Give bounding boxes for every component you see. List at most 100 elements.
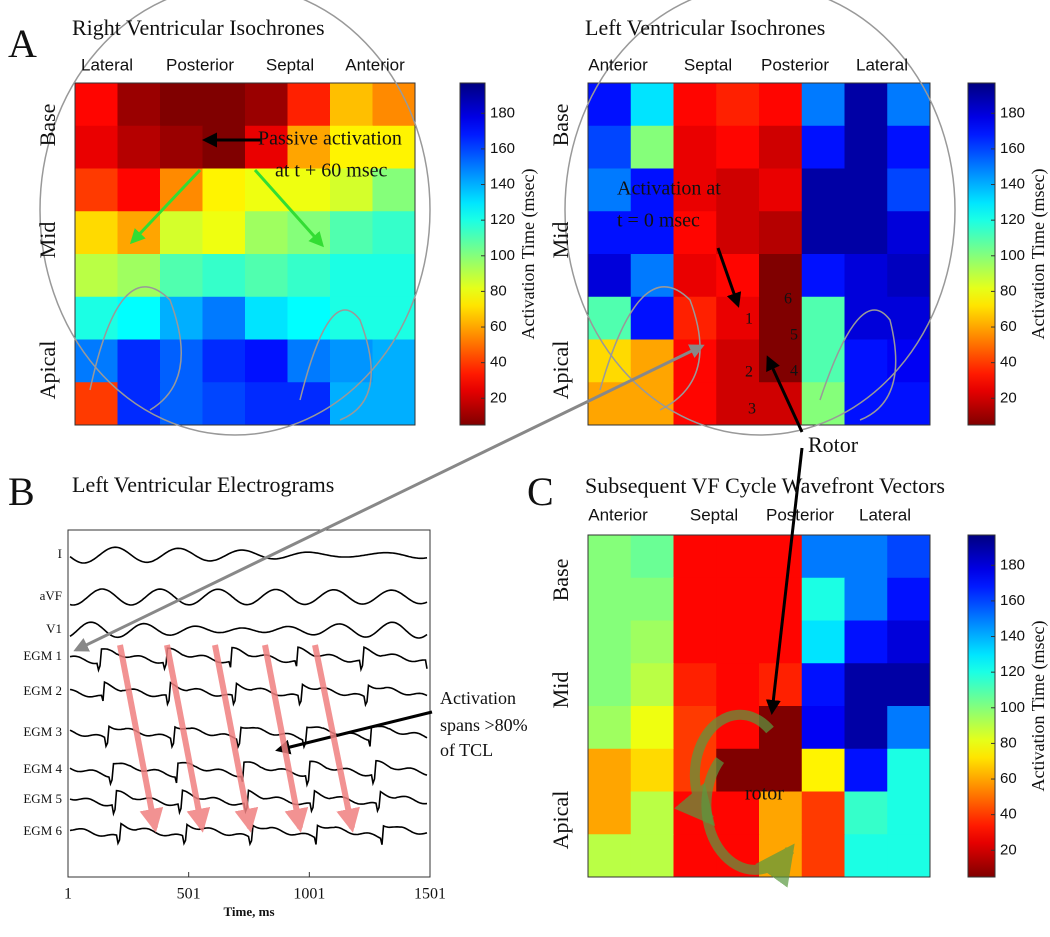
map-cell — [801, 254, 845, 298]
arrow — [262, 644, 309, 833]
map-cell — [160, 382, 203, 426]
map-cell — [673, 254, 717, 298]
lead-label: EGM 1 — [23, 648, 62, 663]
pink-arrows — [117, 644, 360, 833]
region-label: Anterior — [588, 505, 648, 524]
map-cell — [245, 168, 288, 212]
map-cell — [75, 211, 118, 255]
map-cell — [673, 125, 717, 169]
map-cell — [245, 254, 288, 298]
map-cell — [630, 211, 674, 255]
map-cell — [372, 168, 416, 212]
level-label: Apical — [548, 341, 573, 400]
map-cell — [887, 382, 931, 426]
colorbar-tick-label: 180 — [490, 104, 515, 121]
map-cell — [844, 125, 888, 169]
arrow — [275, 710, 433, 755]
annotation: Activation — [440, 688, 516, 708]
map-cell — [716, 663, 760, 707]
map-cell — [759, 211, 803, 255]
level-label: Base — [35, 104, 60, 147]
map-cell — [588, 382, 632, 426]
map-cell — [716, 382, 760, 426]
map-cell — [673, 168, 717, 212]
map-cell — [75, 168, 118, 212]
map-cell — [801, 211, 845, 255]
arrow — [766, 355, 804, 433]
annotation: 6 — [784, 291, 792, 308]
map-cell — [330, 254, 373, 298]
map-cell — [372, 211, 416, 255]
map-cell — [372, 254, 416, 298]
map-cell — [630, 748, 674, 792]
map-cell — [372, 296, 416, 340]
map-frame — [587, 82, 931, 426]
map-cell — [588, 748, 632, 792]
lead-label: EGM 2 — [23, 683, 62, 698]
map-cell — [887, 620, 931, 664]
map-cell — [630, 663, 674, 707]
map-cell — [588, 254, 632, 298]
map-cell — [588, 706, 632, 750]
map-cell — [887, 834, 931, 878]
x-tick-label: 1001 — [293, 886, 325, 903]
annotation: 2 — [745, 364, 753, 381]
map-cell — [801, 791, 845, 835]
map-cell — [630, 382, 674, 426]
map-cell — [202, 296, 246, 340]
level-label: Mid — [548, 672, 573, 709]
map-cell — [245, 382, 288, 426]
colorbar — [459, 82, 486, 426]
level-label: Apical — [548, 791, 573, 850]
map-cell — [716, 748, 760, 792]
map-cell — [759, 535, 803, 579]
map-cell — [844, 168, 888, 212]
region-label: Septal — [684, 55, 732, 74]
colorbar-tick-label: 80 — [1000, 282, 1017, 299]
arrow — [164, 644, 211, 833]
map-cell — [372, 125, 416, 169]
colorbar-tick-label: 100 — [1000, 247, 1025, 264]
map-cell — [844, 748, 888, 792]
map-cell — [759, 791, 803, 835]
region-label: Anterior — [345, 55, 405, 74]
lead-label: EGM 6 — [23, 823, 62, 838]
map-cell — [673, 382, 717, 426]
map-cell — [673, 83, 717, 127]
map-cell — [160, 254, 203, 298]
colorbar-tick-label: 80 — [490, 282, 507, 299]
map-cell — [588, 168, 632, 212]
trace — [69, 759, 428, 788]
map-cell — [630, 834, 674, 878]
x-tick-label: 1501 — [414, 886, 446, 903]
arrow — [312, 644, 360, 833]
level-label: Base — [548, 104, 573, 147]
colorbar-tick-label: 140 — [490, 176, 515, 193]
map-cell — [330, 168, 373, 212]
map-cell — [716, 577, 760, 621]
map-cell — [844, 254, 888, 298]
annotation: 3 — [748, 401, 756, 418]
map-cell — [287, 125, 331, 169]
region-label: Anterior — [588, 55, 648, 74]
region-label: Lateral — [81, 55, 133, 74]
map-cell — [801, 620, 845, 664]
map-cell — [588, 834, 632, 878]
map-cell — [716, 168, 760, 212]
map-cell — [801, 663, 845, 707]
arrow — [716, 247, 742, 308]
colorbar-tick-label: 180 — [1000, 556, 1025, 573]
map-cell — [887, 791, 931, 835]
annotation: at t + 60 msec — [275, 160, 387, 182]
map-cell — [202, 382, 246, 426]
map-cell — [202, 83, 246, 127]
map-cell — [887, 254, 931, 298]
map-cell — [245, 83, 288, 127]
map-cell — [844, 339, 888, 383]
map-cell — [630, 168, 674, 212]
map-cell — [673, 663, 717, 707]
map-cell — [673, 535, 717, 579]
map-cell — [759, 254, 803, 298]
annotation: of TCL — [440, 740, 493, 760]
